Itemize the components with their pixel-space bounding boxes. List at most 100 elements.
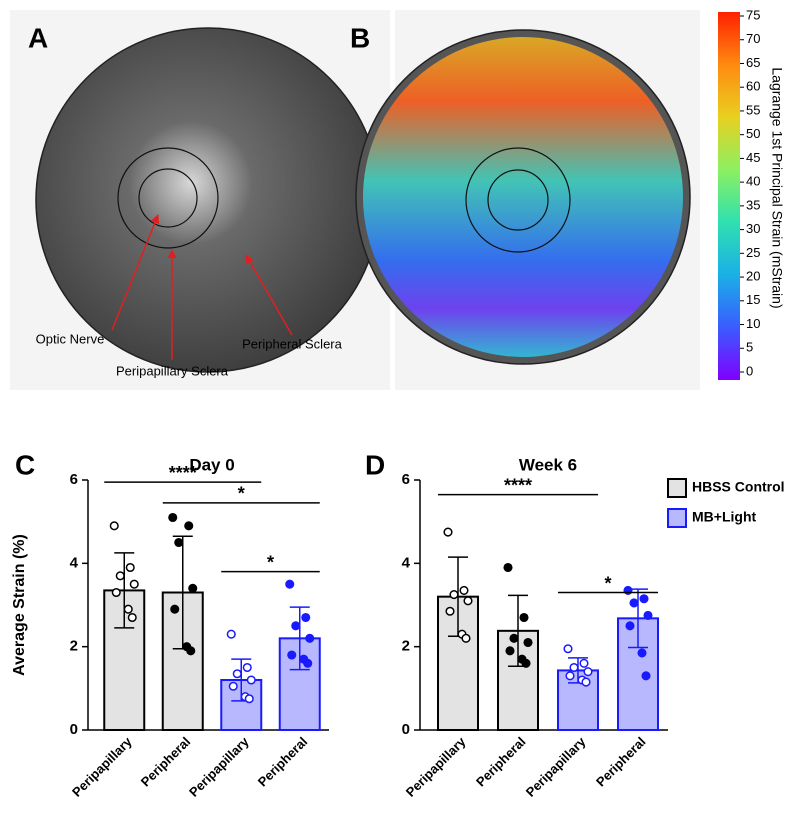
data-point — [232, 669, 242, 679]
data-point — [109, 521, 119, 531]
annotation: Peripapillary Sclera — [116, 363, 229, 378]
data-point — [301, 612, 311, 623]
data-point — [637, 648, 647, 658]
y-tick-label: 4 — [402, 554, 411, 571]
annotation: Peripheral Sclera — [242, 336, 342, 351]
colorbar-tick-label: 55 — [746, 102, 760, 117]
data-point — [174, 537, 184, 548]
data-point — [579, 658, 589, 668]
colorbar-tick-label: 65 — [746, 55, 760, 70]
data-point — [583, 667, 593, 677]
data-point — [305, 633, 315, 643]
data-point — [228, 681, 238, 691]
legend-label: MB+Light — [692, 509, 756, 525]
chart-title: Day 0 — [189, 455, 234, 474]
data-point — [244, 694, 254, 704]
image-a — [10, 10, 390, 390]
colorbar-tick-label: 60 — [746, 79, 760, 94]
colorbar-tick-label: 30 — [746, 221, 760, 236]
panel-label: D — [365, 449, 385, 480]
data-point — [285, 579, 295, 589]
colorbar-tick-label: 35 — [746, 197, 760, 212]
data-point — [581, 677, 591, 687]
significance-label: **** — [169, 463, 197, 483]
data-point — [291, 621, 301, 631]
error-bar — [114, 552, 135, 629]
data-point — [519, 612, 529, 623]
colorbar-tick-label: 40 — [746, 174, 760, 189]
data-point — [127, 612, 137, 623]
panel-label: C — [15, 449, 35, 480]
bar — [437, 595, 479, 732]
x-tick-label: Peripheral — [138, 734, 194, 790]
x-tick-label: Peripapillary — [186, 733, 252, 799]
data-point — [565, 671, 575, 681]
data-point — [459, 585, 469, 595]
data-point — [449, 590, 459, 600]
data-point — [242, 662, 252, 673]
x-tick-label: Peripapillary — [69, 733, 135, 799]
significance-label: * — [238, 484, 245, 504]
data-point — [463, 596, 473, 606]
data-point — [287, 650, 297, 660]
y-tick-label: 0 — [402, 721, 410, 738]
data-point — [629, 598, 639, 608]
data-point — [443, 527, 453, 537]
data-point — [445, 606, 455, 616]
colorbar-tick-label: 10 — [746, 316, 760, 331]
colorbar — [718, 12, 740, 380]
data-point — [125, 562, 135, 573]
image-b — [355, 10, 700, 390]
data-point — [505, 646, 515, 656]
significance-label: * — [267, 552, 274, 572]
x-tick-label: Peripapillary — [523, 733, 589, 799]
data-point — [523, 637, 533, 648]
data-point — [639, 594, 649, 604]
data-point — [563, 644, 573, 654]
y-tick-label: 6 — [402, 471, 410, 488]
data-point — [226, 629, 236, 639]
colorbar-tick-label: 0 — [746, 363, 753, 378]
annotation: Optic Nerve — [36, 331, 105, 346]
data-point — [643, 610, 653, 620]
data-point — [625, 621, 635, 631]
data-point — [509, 633, 519, 643]
x-tick-label: Peripheral — [255, 734, 311, 790]
colorbar-tick-label: 50 — [746, 126, 760, 141]
data-point — [123, 604, 133, 614]
data-point — [188, 583, 198, 593]
significance-label: * — [604, 573, 611, 593]
data-point — [168, 512, 178, 523]
data-point — [246, 675, 256, 685]
data-point — [521, 658, 531, 668]
y-tick-label: 6 — [70, 471, 78, 488]
colorbar-tick-label: 5 — [746, 340, 753, 355]
data-point — [184, 521, 194, 531]
y-tick-label: 2 — [70, 638, 78, 655]
legend-swatch — [667, 508, 687, 528]
data-point — [129, 579, 139, 589]
significance-label: **** — [504, 475, 532, 495]
x-tick-label: Peripheral — [473, 734, 529, 790]
legend-label: HBSS Control — [692, 479, 785, 495]
data-point — [186, 646, 196, 656]
data-point — [641, 671, 651, 681]
x-tick-label: Peripapillary — [403, 733, 469, 799]
data-point — [115, 571, 125, 581]
colorbar-tick-label: 70 — [746, 31, 760, 46]
colorbar-label: Lagrange 1st Principal Strain (mStrain) — [769, 67, 785, 308]
data-point — [111, 587, 121, 598]
data-point — [461, 633, 471, 643]
data-point — [503, 562, 513, 573]
colorbar-tick-label: 75 — [746, 7, 760, 22]
data-point — [170, 604, 180, 614]
y-tick-label: 4 — [70, 554, 79, 571]
legend-swatch — [667, 478, 687, 498]
x-tick-label: Peripheral — [593, 734, 649, 790]
panel-label: B — [350, 22, 370, 53]
colorbar-tick-label: 15 — [746, 292, 760, 307]
colorbar-tick-label: 25 — [746, 245, 760, 260]
y-axis-label: Average Strain (%) — [11, 534, 28, 676]
